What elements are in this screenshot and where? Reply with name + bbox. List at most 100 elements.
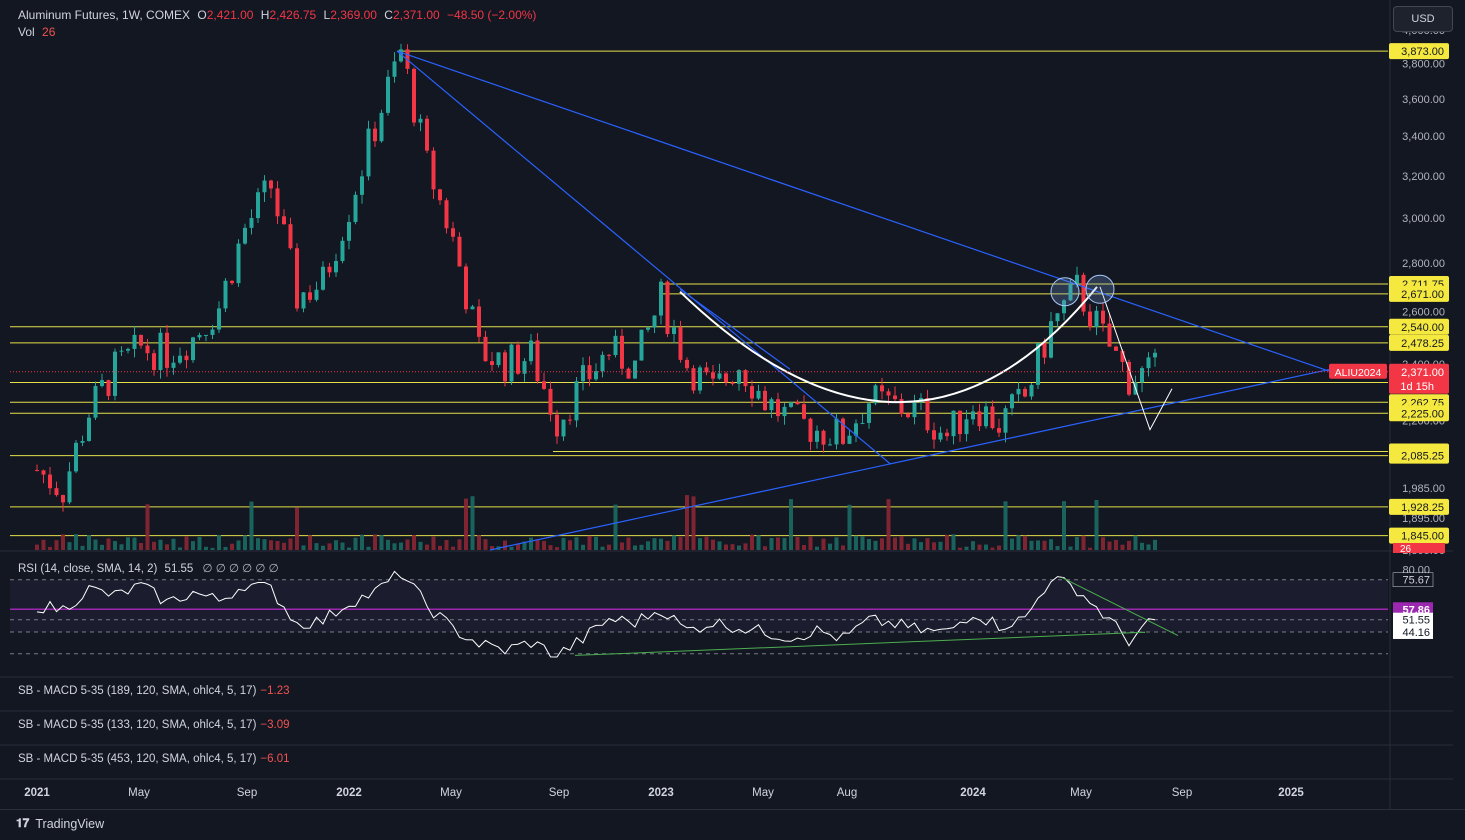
- candle-body: [366, 128, 371, 177]
- volume-bar: [48, 546, 52, 550]
- volume-bar: [288, 538, 293, 550]
- candle-body: [152, 353, 156, 370]
- candle-body: [425, 118, 429, 151]
- candle-body: [509, 344, 514, 382]
- volume-bar: [1146, 544, 1151, 550]
- candle-body: [178, 355, 182, 363]
- macd-value-2: −3.09: [260, 719, 290, 731]
- candle-body: [795, 402, 800, 405]
- brand[interactable]: 𝟏𝟕 TradingView: [16, 816, 104, 831]
- volume-bar: [886, 499, 891, 550]
- volume-bar: [698, 538, 702, 550]
- time-axis-label: 2023: [648, 787, 674, 799]
- candle-body: [912, 402, 917, 418]
- candle-body: [964, 419, 969, 435]
- candle-body: [607, 354, 611, 356]
- close-label: C: [384, 8, 393, 22]
- macd-value-1: −1.23: [260, 685, 290, 697]
- volume-bar: [626, 537, 631, 550]
- candle-body: [496, 352, 501, 365]
- volume-bar: [1049, 539, 1053, 550]
- candle-body: [80, 440, 85, 443]
- volume-bar: [438, 545, 442, 550]
- level-label-box: [1389, 405, 1449, 422]
- volume-bar: [925, 538, 930, 550]
- candle-body: [1075, 274, 1079, 284]
- macd-legend-3: SB - MACD 5-35 (453, 120, SMA, ohlc4, 5,…: [18, 753, 290, 765]
- volume-bar: [854, 535, 858, 550]
- candle-body: [613, 335, 618, 356]
- candle-body: [282, 216, 286, 225]
- volume-bar: [860, 536, 865, 550]
- candle-body: [243, 227, 247, 244]
- candle-body: [847, 435, 852, 444]
- volume-bar: [100, 544, 104, 550]
- price-tick-label: 1,895.00: [1402, 513, 1445, 525]
- rsi-placeholders: ∅ ∅ ∅ ∅ ∅ ∅: [202, 563, 279, 575]
- volume-bar: [873, 540, 878, 550]
- candle-body: [191, 337, 195, 361]
- candle-body: [945, 432, 949, 437]
- candle-body: [678, 327, 683, 360]
- volume-bar: [67, 542, 72, 550]
- volume-axis-box: [1393, 543, 1445, 553]
- candle-body: [1101, 310, 1105, 324]
- volume-bar: [938, 541, 943, 550]
- volume-bar: [119, 544, 124, 550]
- volume-bar: [971, 541, 975, 550]
- candle-body: [100, 380, 104, 387]
- candle-body: [522, 361, 527, 374]
- volume-bar: [1101, 537, 1105, 550]
- volume-bar: [412, 535, 416, 550]
- last-price-label: 2,371.00: [1401, 367, 1444, 379]
- candle-body: [756, 390, 761, 399]
- volume-bar: [308, 535, 312, 550]
- candle-body: [581, 365, 585, 382]
- brand-name: TradingView: [35, 816, 105, 831]
- candle-body: [854, 423, 858, 436]
- candle-body: [925, 397, 930, 431]
- candle-body: [204, 334, 208, 336]
- candle-body: [1094, 310, 1099, 328]
- volume-bar: [769, 538, 774, 550]
- volume-bar: [256, 538, 260, 550]
- volume-bar: [373, 534, 377, 550]
- volume-bar: [919, 542, 923, 550]
- volume-bar: [1055, 546, 1060, 550]
- volume-bar: [542, 541, 546, 550]
- candle-body: [984, 406, 988, 427]
- candle-body: [990, 406, 995, 429]
- volume-bar: [743, 543, 748, 550]
- volume-bar: [750, 534, 754, 550]
- volume-bar: [646, 541, 650, 550]
- candle-body: [438, 189, 442, 201]
- candle-body: [230, 280, 234, 284]
- candle-body: [67, 471, 72, 503]
- volume-bar: [262, 539, 267, 550]
- volume-bar: [399, 542, 403, 550]
- volume-bar: [535, 539, 540, 550]
- change-value: −48.50 (−2.00%): [447, 8, 537, 22]
- symbol-title: Aluminum Futures, 1W, COMEX: [18, 8, 191, 22]
- candle-body: [730, 382, 735, 384]
- volume-bar: [451, 546, 455, 550]
- volume-bar: [594, 536, 598, 550]
- currency-button[interactable]: USD: [1393, 6, 1453, 32]
- volume-bar: [314, 543, 319, 550]
- candle-body: [386, 76, 390, 113]
- handle-pattern-line: [1099, 286, 1173, 431]
- volume-legend: Vol 26: [18, 25, 55, 39]
- volume-bar: [808, 536, 813, 550]
- tradingview-logo-icon: 𝟏𝟕: [16, 816, 30, 830]
- rsi-axis-current: 51.55: [1402, 615, 1430, 627]
- volume-bar: [834, 537, 839, 550]
- volume-axis-label: 26: [1400, 544, 1412, 555]
- candle-body: [360, 176, 364, 195]
- candle-body: [503, 352, 507, 382]
- volume-bar: [80, 545, 85, 550]
- candle-body: [535, 340, 540, 382]
- volume-bar: [93, 539, 98, 550]
- volume-bar: [717, 541, 722, 550]
